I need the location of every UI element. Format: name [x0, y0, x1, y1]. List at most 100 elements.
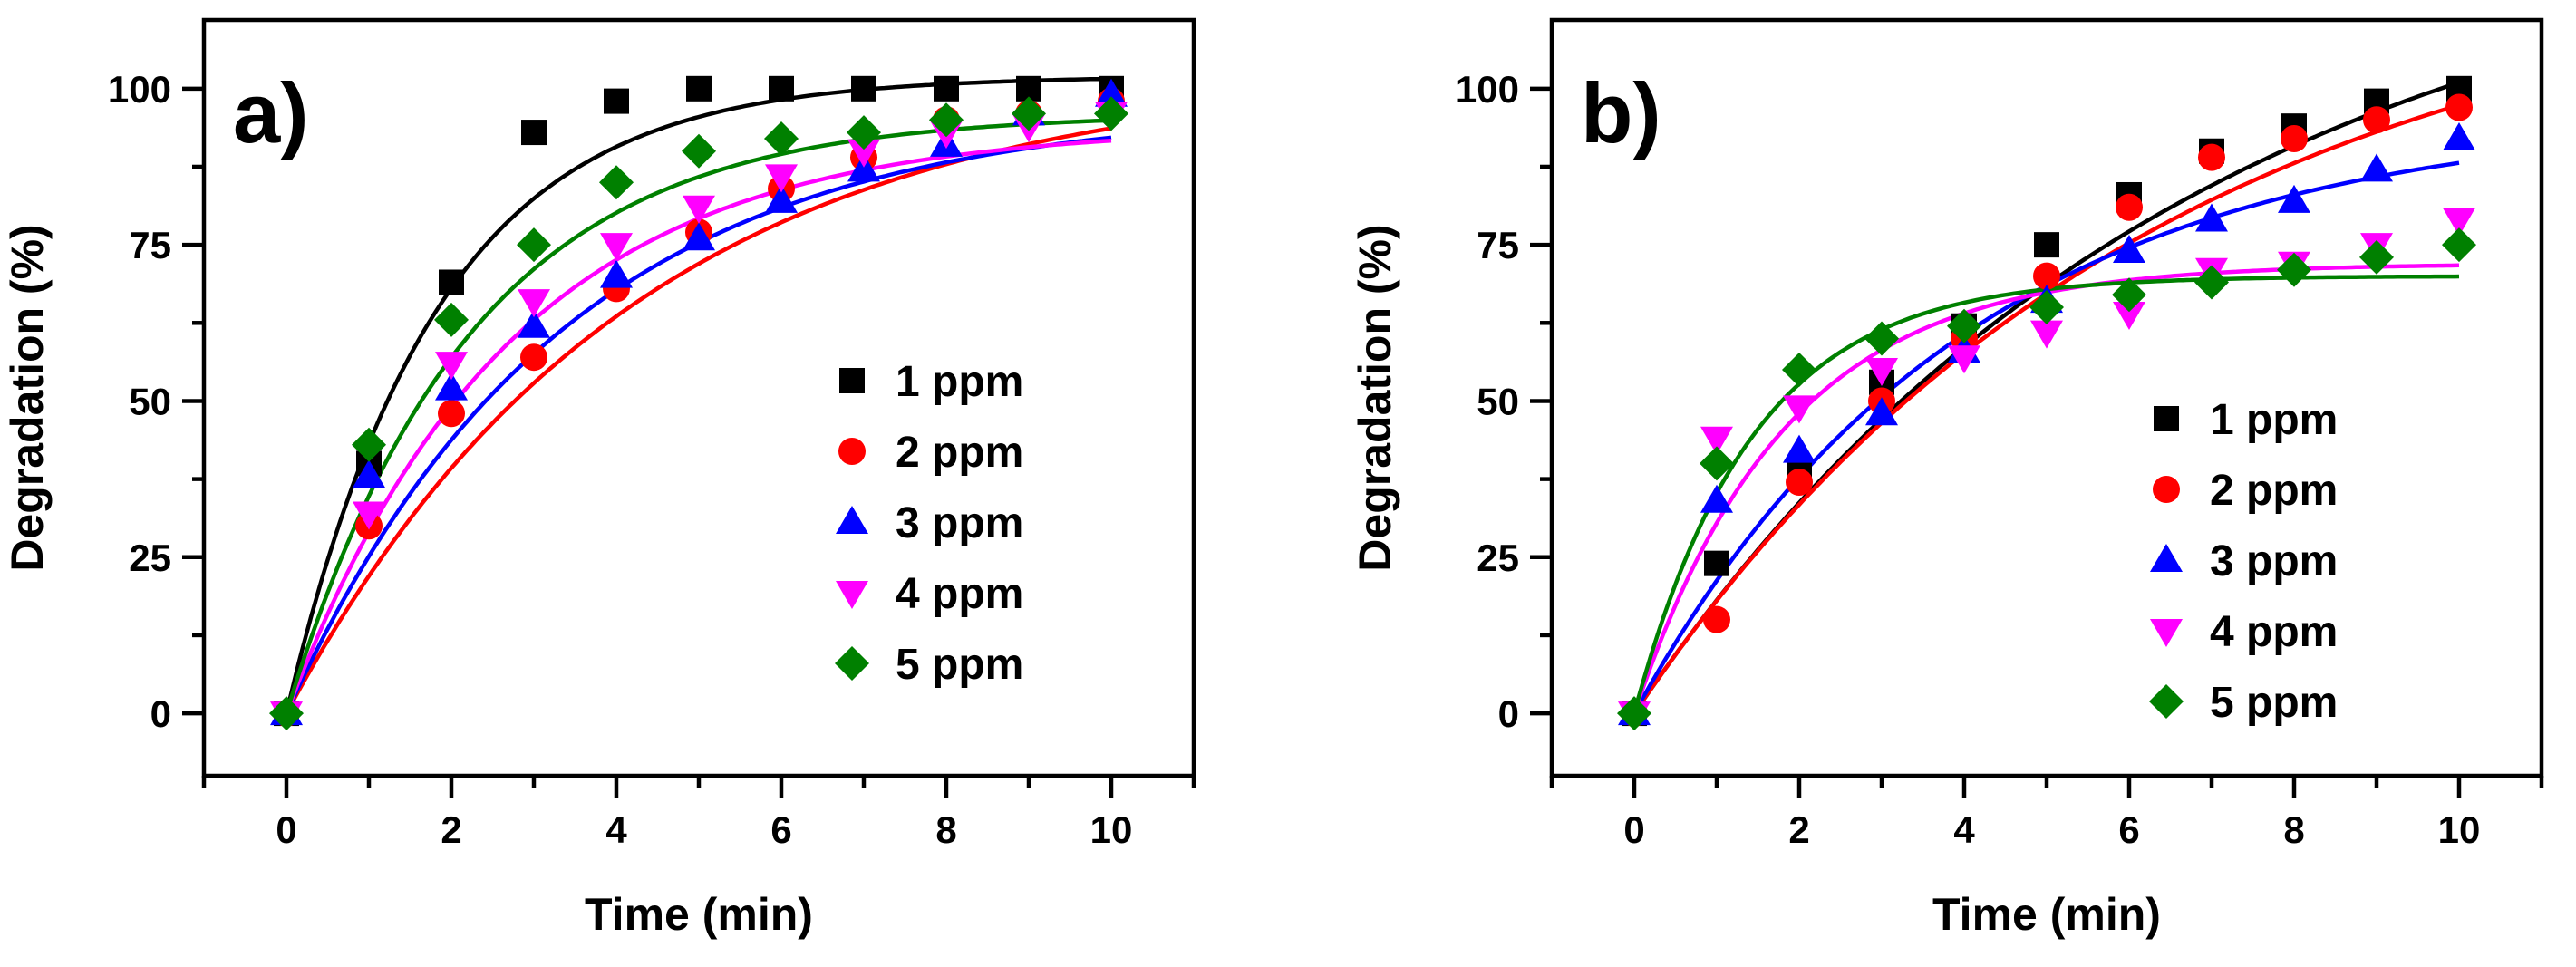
legend: 1 ppm 2 ppm 3 ppm 4 ppm 5 ppm	[835, 358, 1023, 689]
legend-marker	[2153, 476, 2180, 503]
data-point	[2195, 203, 2228, 232]
data-point	[1783, 395, 1816, 424]
legend-label: 5 ppm	[2210, 679, 2338, 727]
data-point	[929, 102, 964, 138]
legend-marker	[2154, 406, 2179, 431]
data-point	[934, 75, 959, 102]
data-point	[769, 75, 794, 102]
data-point	[847, 139, 880, 168]
data-point	[353, 459, 385, 488]
data-point	[2443, 208, 2475, 237]
data-point	[1617, 696, 1651, 731]
y-tick-label: 100	[108, 68, 171, 111]
data-point	[518, 309, 550, 338]
panel-label: a)	[233, 65, 309, 160]
series-2-ppm	[1621, 93, 2473, 728]
data-point	[2029, 290, 2064, 325]
data-point	[2363, 106, 2390, 134]
data-point	[518, 289, 550, 318]
data-point	[847, 153, 880, 182]
data-point	[2113, 235, 2145, 264]
data-point	[434, 302, 469, 337]
y-tick-label: 75	[1477, 224, 1519, 266]
data-point	[1700, 426, 1733, 455]
data-point	[2277, 252, 2311, 287]
legend-label: 4 ppm	[896, 570, 1023, 618]
data-point	[2113, 301, 2145, 330]
data-point	[682, 133, 716, 169]
y-axis-title: Degradation (%)	[1350, 224, 1400, 571]
data-point	[520, 343, 547, 372]
x-axis-title: Time (min)	[1932, 889, 2161, 940]
data-point	[2030, 320, 2063, 349]
data-point	[2112, 277, 2146, 313]
y-tick-label: 50	[129, 380, 171, 422]
legend-marker	[2150, 619, 2183, 647]
x-tick-label: 10	[1090, 808, 1133, 851]
data-point	[1782, 352, 1816, 387]
x-tick-label: 0	[1623, 808, 1644, 851]
data-point	[2445, 93, 2473, 121]
x-tick-label: 10	[2438, 808, 2481, 851]
data-point	[686, 75, 712, 102]
legend-label: 2 ppm	[896, 429, 1023, 477]
data-point	[1864, 321, 1899, 356]
data-point	[2194, 265, 2229, 300]
legend-marker	[2150, 544, 2183, 572]
data-point	[1704, 550, 1729, 576]
x-tick-label: 6	[770, 808, 791, 851]
legend-marker	[839, 368, 865, 393]
series-4-ppm	[270, 102, 1128, 730]
data-point	[599, 165, 634, 200]
data-point	[2442, 227, 2476, 263]
data-point	[1865, 357, 1898, 386]
data-point	[851, 75, 876, 102]
legend-marker	[836, 506, 868, 534]
y-tick-label: 25	[1477, 537, 1519, 579]
data-point	[2033, 262, 2060, 290]
legend-marker	[835, 646, 869, 681]
data-point	[2281, 124, 2308, 152]
plot-frame	[201, 17, 1196, 778]
y-tick-label: 100	[1456, 68, 1519, 111]
data-point	[521, 120, 547, 146]
x-tick-label: 2	[1788, 808, 1809, 851]
legend-label: 5 ppm	[896, 641, 1023, 689]
legend-label: 1 ppm	[2210, 396, 2338, 444]
data-point	[765, 184, 798, 213]
x-tick-label: 2	[441, 808, 461, 851]
data-point	[352, 427, 386, 462]
data-point	[1865, 397, 1898, 426]
data-point	[683, 195, 715, 224]
fit-curve-1-ppm	[284, 76, 1112, 714]
legend-label: 2 ppm	[2210, 467, 2338, 515]
data-point	[1095, 78, 1128, 107]
plot-frame	[1549, 17, 2544, 778]
data-point	[1786, 469, 1813, 497]
y-tick-label: 75	[129, 224, 171, 266]
x-tick-label: 8	[2283, 808, 2304, 851]
y-tick-label: 0	[1498, 692, 1519, 735]
data-point	[1703, 605, 1730, 633]
series-5-ppm	[269, 96, 1128, 731]
data-point	[1700, 446, 1734, 481]
data-point	[1012, 96, 1046, 131]
x-tick-label: 6	[2118, 808, 2139, 851]
legend-marker	[2149, 684, 2184, 719]
data-point	[1947, 308, 1981, 343]
data-point	[600, 259, 633, 288]
legend-label: 3 ppm	[2210, 537, 2338, 585]
data-point	[269, 696, 304, 731]
data-point	[2360, 153, 2393, 182]
series-5-ppm	[1617, 227, 2476, 731]
data-point	[435, 372, 468, 401]
data-point	[2443, 121, 2475, 150]
y-tick-label: 50	[1477, 380, 1519, 422]
legend-marker	[838, 438, 866, 465]
data-point	[435, 352, 468, 381]
data-point	[2034, 232, 2059, 258]
data-point	[764, 121, 799, 156]
data-point	[2198, 143, 2225, 171]
